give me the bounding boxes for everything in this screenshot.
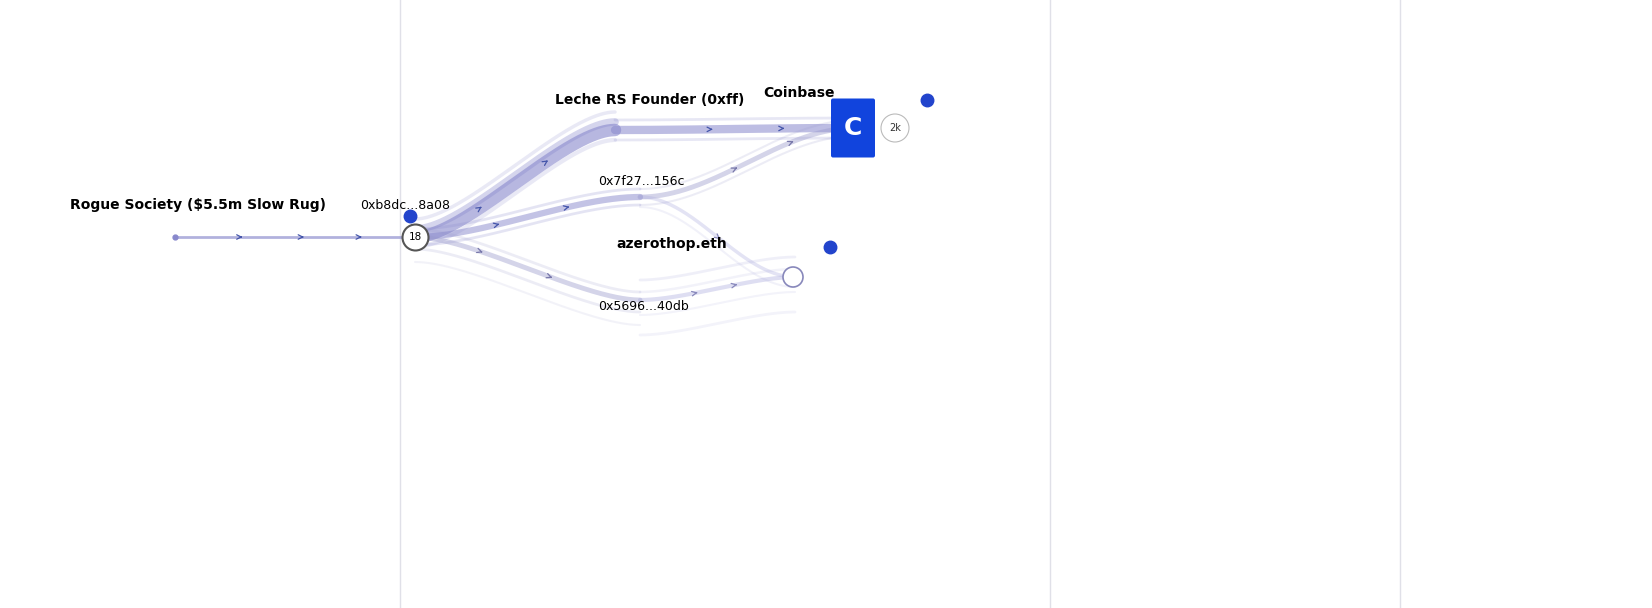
Text: C: C bbox=[844, 116, 862, 140]
Circle shape bbox=[783, 267, 803, 287]
Text: 18: 18 bbox=[408, 232, 421, 242]
Circle shape bbox=[881, 114, 909, 142]
Point bbox=[401, 232, 428, 242]
Text: 0x7f27...156c: 0x7f27...156c bbox=[598, 175, 684, 188]
Text: Leche RS Founder (0xff): Leche RS Founder (0xff) bbox=[555, 93, 745, 107]
Text: 2k: 2k bbox=[889, 123, 900, 133]
Text: 0xb8dc...8a08: 0xb8dc...8a08 bbox=[360, 199, 449, 212]
Text: Coinbase: Coinbase bbox=[763, 86, 834, 100]
FancyBboxPatch shape bbox=[831, 98, 876, 157]
Text: 0x5696...40db: 0x5696...40db bbox=[598, 300, 689, 313]
Text: Rogue Society ($5.5m Slow Rug): Rogue Society ($5.5m Slow Rug) bbox=[69, 198, 325, 212]
Text: azerothop.eth: azerothop.eth bbox=[616, 237, 727, 251]
